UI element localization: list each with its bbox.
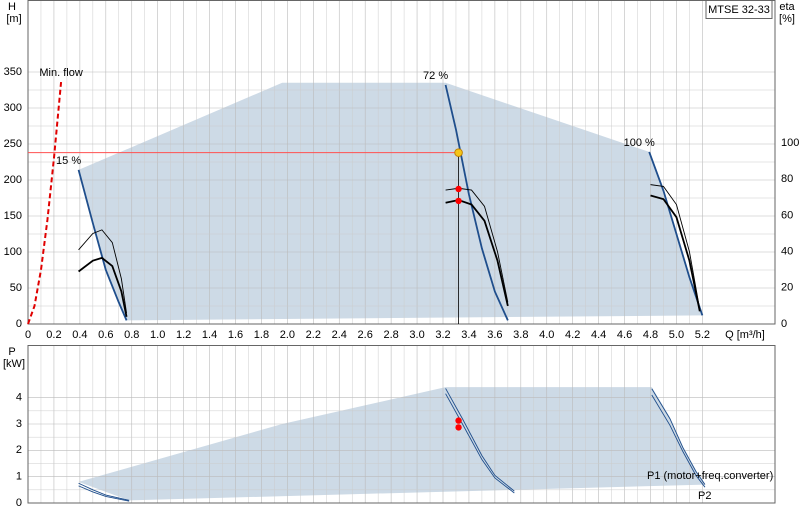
- curve: [651, 394, 706, 488]
- curve-label: 100 %: [624, 137, 655, 149]
- x-tick-label: 0: [25, 329, 31, 341]
- x-tick-label: 4.4: [591, 329, 606, 341]
- curve: [444, 84, 509, 321]
- y2-tick-label: 20: [781, 282, 793, 294]
- curve: [650, 194, 701, 312]
- curve: [651, 388, 706, 485]
- x-tick-label: 4.2: [565, 329, 580, 341]
- operating-region: [78, 387, 705, 501]
- x-tick-label: 2.0: [280, 329, 295, 341]
- duty-point: [454, 148, 463, 157]
- y2-tick-label: 60: [781, 209, 793, 221]
- curve-label: Min. flow: [39, 67, 82, 79]
- y-axis-unit: [kW]: [3, 358, 25, 370]
- x-tick-label: 0.8: [124, 329, 139, 341]
- curve: [78, 485, 130, 502]
- y2-tick-label: 100: [781, 137, 799, 149]
- x-tick-label: 1.2: [176, 329, 191, 341]
- x-tick-label: 2.6: [358, 329, 373, 341]
- x-tick-label: 1.8: [254, 329, 269, 341]
- y2-tick-label: 40: [781, 246, 793, 258]
- chart-title: MTSE 32-33: [708, 4, 770, 16]
- x-tick-label: 1.0: [150, 329, 165, 341]
- title-box: [705, 0, 773, 19]
- curve: [78, 482, 130, 501]
- x-tick-label: 2.8: [383, 329, 398, 341]
- curve: [650, 184, 701, 310]
- eta-point: [455, 424, 462, 431]
- x-tick-label: 3.8: [513, 329, 528, 341]
- x-tick-label: 0.6: [98, 329, 113, 341]
- x-tick-label: 4.8: [643, 329, 658, 341]
- y-tick-label: 50: [10, 282, 22, 294]
- y-tick-label: 3: [16, 418, 22, 430]
- curve: [78, 229, 128, 314]
- eta-point: [455, 417, 462, 424]
- y-tick-label: 1: [16, 471, 22, 483]
- curve: [445, 388, 515, 492]
- y-tick-label: 150: [4, 210, 22, 222]
- x-tick-label: 0.4: [72, 329, 87, 341]
- curve: [77, 169, 128, 321]
- operating-region: [78, 82, 703, 321]
- x-tick-label: 2.4: [332, 329, 347, 341]
- plot-frame: [27, 345, 776, 504]
- y-tick-label: 0: [16, 497, 22, 509]
- y-axis-unit: [m]: [6, 13, 21, 25]
- y-axis-label: H: [8, 1, 16, 13]
- eta-point: [455, 185, 462, 193]
- curve: [27, 81, 63, 325]
- y-tick-label: 0: [16, 318, 22, 330]
- y2-tick-label: 80: [781, 173, 793, 185]
- curve: [78, 256, 128, 317]
- curve-label: P2: [698, 490, 711, 502]
- x-tick-label: 5.2: [695, 329, 710, 341]
- x-tick-label: 1.6: [228, 329, 243, 341]
- x-tick-label: 0.2: [46, 329, 61, 341]
- eta-point: [455, 197, 462, 205]
- y2-tick-label: 0: [781, 318, 787, 330]
- y2-axis-label: eta: [779, 1, 795, 13]
- y-tick-label: 100: [4, 246, 22, 258]
- curve-label: 15 %: [56, 155, 81, 167]
- x-tick-label: 4.0: [539, 329, 554, 341]
- curve: [648, 151, 704, 316]
- x-tick-label: 3.6: [487, 329, 502, 341]
- y-tick-label: 300: [4, 102, 22, 114]
- y-tick-label: 250: [4, 138, 22, 150]
- plot-frame: [27, 0, 776, 325]
- x-tick-label: 3.4: [461, 329, 476, 341]
- x-tick-label: 1.4: [202, 329, 217, 341]
- y-axis-label: P: [8, 346, 15, 358]
- y-tick-label: 4: [16, 392, 22, 404]
- x-tick-label: 3.2: [435, 329, 450, 341]
- y-tick-label: 350: [4, 66, 22, 78]
- x-tick-label: 4.6: [617, 329, 632, 341]
- curve-label: P1 (motor+freq.converter): [647, 470, 773, 482]
- y-tick-label: 200: [4, 174, 22, 186]
- y-tick-label: 2: [16, 444, 22, 456]
- y2-axis-unit: [%]: [779, 13, 795, 25]
- x-axis-label: Q [m³/h]: [725, 329, 765, 341]
- x-tick-label: 2.2: [306, 329, 321, 341]
- x-tick-label: 3.0: [409, 329, 424, 341]
- x-tick-label: 5.0: [669, 329, 684, 341]
- curve: [445, 393, 515, 494]
- curve-label: 72 %: [423, 70, 448, 82]
